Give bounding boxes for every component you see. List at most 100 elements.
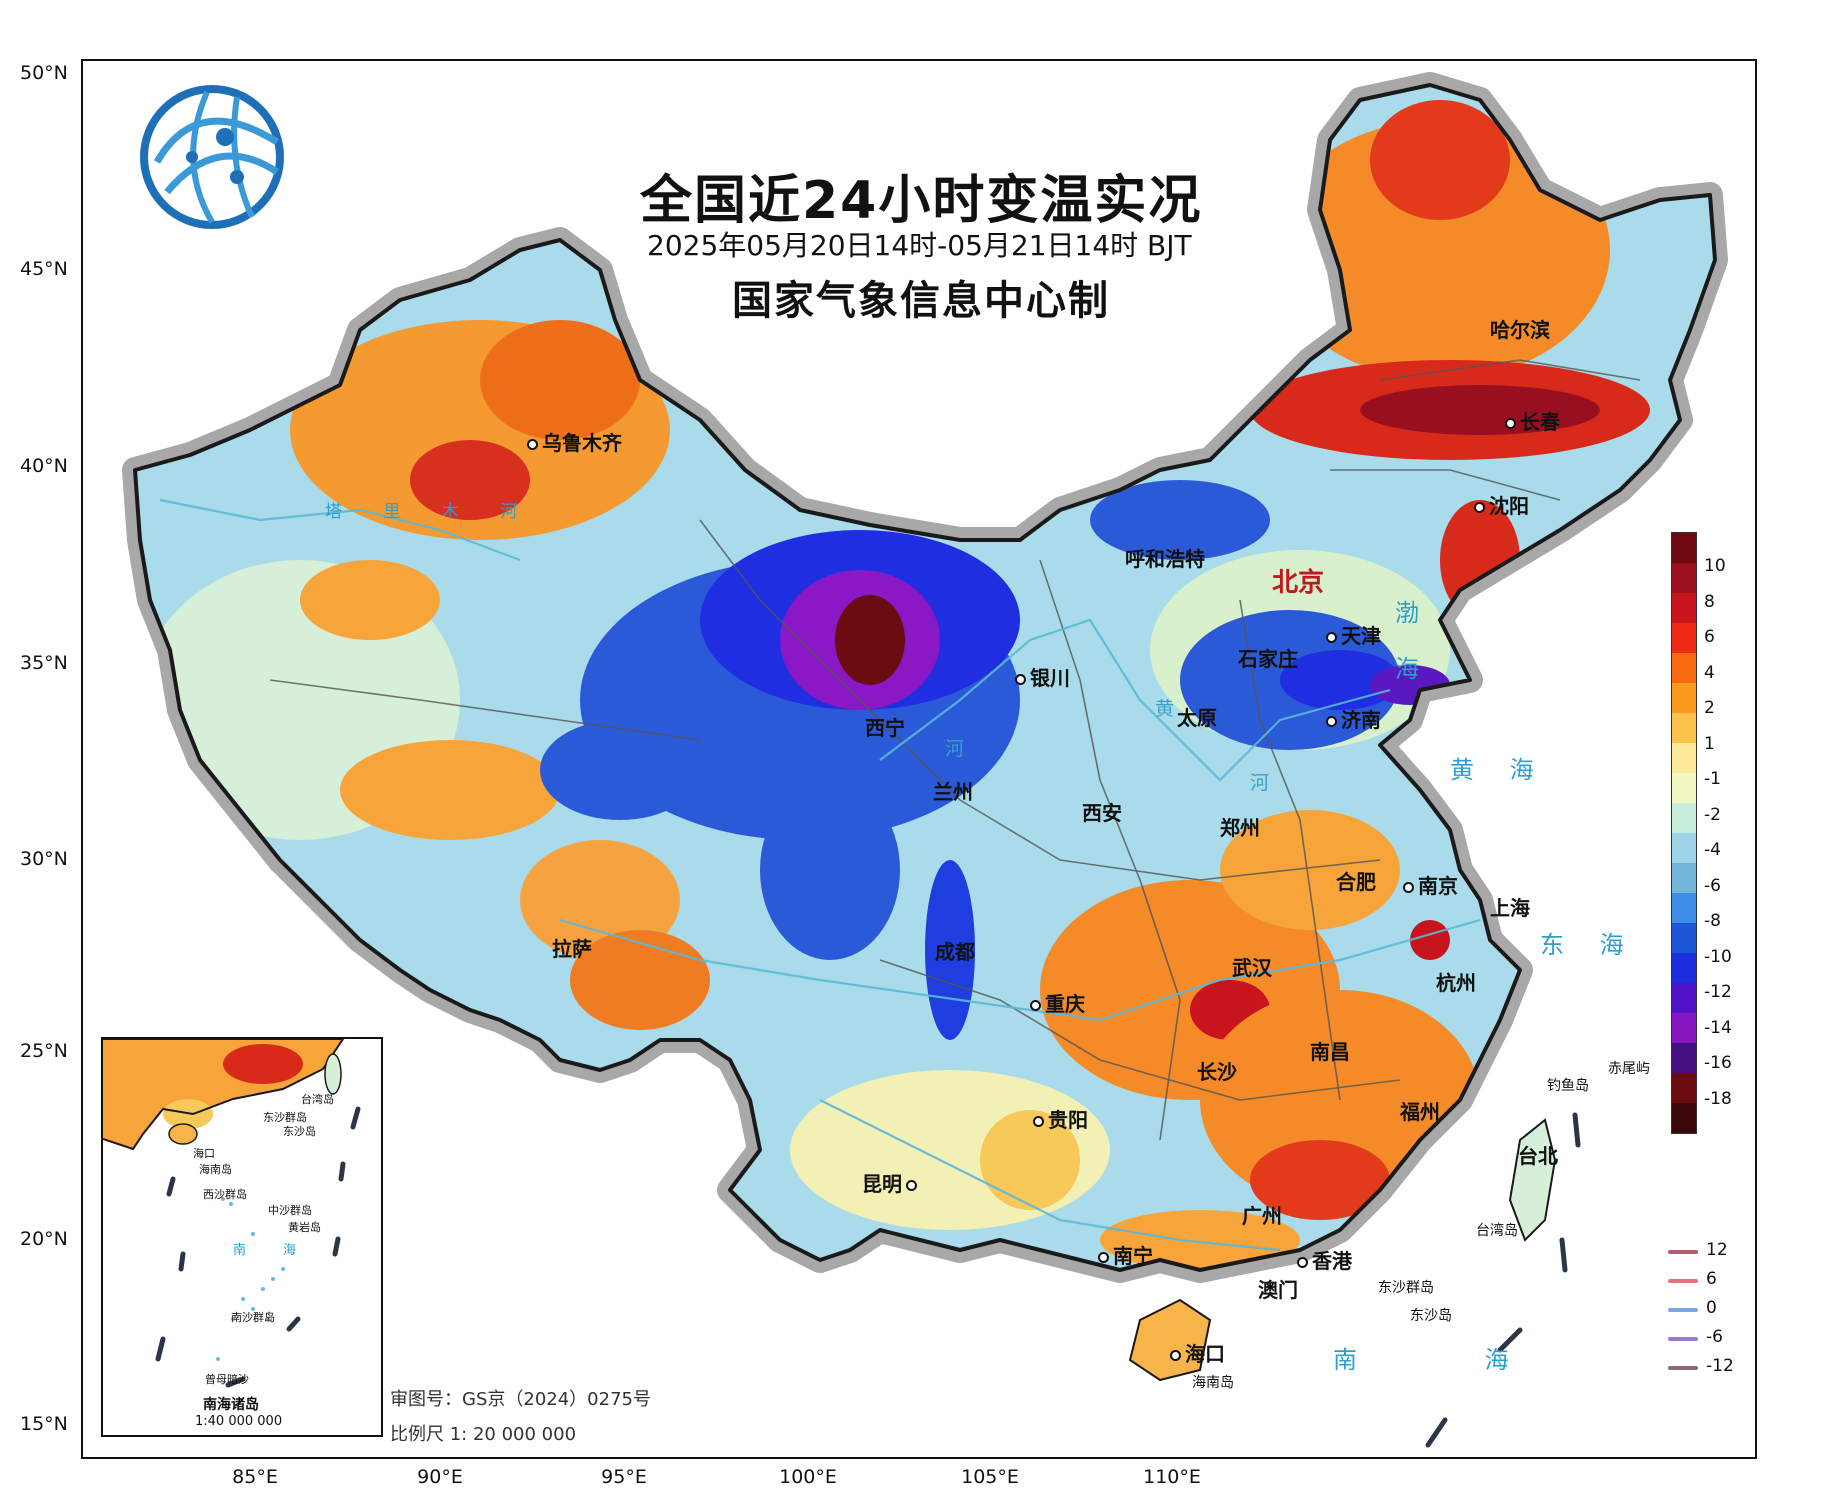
city-label: 海口 (1170, 1338, 1225, 1367)
colorbar-tick-label: -8 (1704, 911, 1721, 931)
inset-scale: 1:40 000 000 (195, 1414, 283, 1429)
city-dot-icon (1015, 674, 1026, 685)
city-label: 成都 (935, 936, 975, 965)
city-label: 福州 (1400, 1096, 1440, 1125)
island-label: 东沙群岛 (1378, 1280, 1434, 1296)
colorbar-tick-label: -4 (1704, 840, 1721, 860)
sea-label: 南 海 (1333, 1346, 1569, 1374)
city-label: 郑州 (1220, 812, 1260, 841)
lat-label: 15°N (20, 1413, 68, 1435)
lat-label: 35°N (20, 652, 68, 674)
colorbar (1671, 532, 1697, 1134)
city-name: 贵阳 (1048, 1108, 1088, 1132)
colorbar-tick-label: -2 (1704, 804, 1721, 825)
city-name: 北京 (1272, 568, 1325, 598)
lon-label: 110°E (1143, 1466, 1201, 1488)
city-label: 沈阳 (1474, 490, 1529, 519)
colorbar-swatch (1672, 983, 1696, 1013)
colorbar-tick-label: 8 (1704, 591, 1715, 612)
river-label: 河 (1250, 772, 1284, 794)
city-label: 拉萨 (552, 933, 592, 962)
city-label: 杭州 (1436, 967, 1476, 996)
map-subtitle: 2025年05月20日14时-05月21日14时 BJT (647, 229, 1192, 262)
city-name: 香港 (1312, 1249, 1352, 1273)
city-name: 天津 (1341, 624, 1381, 648)
lon-label: 100°E (779, 1466, 837, 1488)
colorbar-tick-label: 1 (1704, 733, 1715, 754)
inset-label: 东沙群岛 (263, 1111, 307, 1124)
city-dot-icon (1030, 1000, 1041, 1011)
city-label: 重庆 (1030, 988, 1085, 1017)
city-label: 银川 (1015, 662, 1070, 691)
lon-label: 90°E (417, 1466, 463, 1488)
city-label: 哈尔滨 (1490, 314, 1550, 343)
city-label: 武汉 (1232, 952, 1272, 981)
city-name: 武汉 (1232, 956, 1272, 980)
colorbar-tick-label: 2 (1704, 698, 1715, 718)
scale-label: 比例尺 1: 20 000 000 (390, 1424, 577, 1445)
city-name: 台北 (1518, 1144, 1558, 1168)
city-name: 福州 (1400, 1100, 1440, 1124)
capital-label: 北京 (1272, 562, 1324, 599)
colorbar-swatch (1672, 1073, 1696, 1103)
city-name: 哈尔滨 (1490, 318, 1550, 342)
inset-label: 南沙群岛 (231, 1311, 275, 1324)
city-name: 拉萨 (552, 937, 592, 961)
city-name: 上海 (1490, 896, 1530, 920)
city-name: 西宁 (865, 716, 905, 740)
colorbar-swatch (1672, 1043, 1696, 1073)
city-dot-icon (1326, 632, 1337, 643)
colorbar-tick-label: -18 (1704, 1088, 1732, 1109)
inset-label: 黄岩岛 (288, 1221, 321, 1234)
city-label: 乌鲁木齐 (527, 427, 622, 456)
inset-label: 东沙岛 (283, 1125, 316, 1138)
inset-label: 海南岛 (199, 1163, 232, 1176)
colorbar-swatch (1672, 863, 1696, 893)
city-dot-icon (1098, 1252, 1109, 1263)
colorbar-tick-label: -6 (1704, 875, 1721, 896)
city-name: 乌鲁木齐 (542, 431, 622, 455)
approval-number: 审图号：GS京（2024）0275号 (390, 1389, 651, 1410)
island-label: 钓鱼岛 (1547, 1078, 1589, 1094)
city-label: 西安 (1082, 797, 1122, 826)
contour-line-swatch (1668, 1279, 1698, 1283)
colorbar-swatch (1672, 773, 1696, 803)
lat-label: 50°N (20, 62, 68, 84)
city-label: 石家庄 (1238, 643, 1298, 672)
city-label: 兰州 (933, 776, 973, 805)
city-name: 呼和浩特 (1125, 547, 1205, 571)
lat-label: 30°N (20, 848, 68, 870)
city-label: 南宁 (1098, 1240, 1153, 1269)
city-label: 合肥 (1336, 866, 1376, 895)
city-label: 南京 (1403, 870, 1458, 899)
city-name: 南京 (1418, 874, 1458, 898)
city-dot-icon (1474, 502, 1485, 513)
city-label: 台北 (1518, 1140, 1558, 1169)
colorbar-tick-label: -12 (1704, 982, 1732, 1002)
contour-line-swatch (1668, 1337, 1698, 1341)
colorbar-swatch (1672, 743, 1696, 773)
sea-label: 东 海 (1540, 931, 1638, 959)
city-name: 长沙 (1197, 1060, 1237, 1084)
city-name: 南宁 (1113, 1244, 1153, 1268)
south-china-sea-inset: 台湾岛 东沙群岛 东沙岛 海口 海南岛 西沙群岛 中沙群岛 黄岩岛 南沙群岛 曾… (101, 1037, 383, 1437)
city-label: 呼和浩特 (1125, 543, 1205, 572)
inset-label: 西沙群岛 (203, 1188, 247, 1201)
colorbar-swatch (1672, 593, 1696, 623)
inset-title: 南海诸岛 (203, 1397, 259, 1413)
city-dot-icon (1326, 716, 1337, 727)
inset-sea-label: 海 (283, 1243, 317, 1258)
colorbar-swatch (1672, 803, 1696, 833)
colorbar-swatch (1672, 713, 1696, 743)
inset-label: 曾母暗沙 (205, 1373, 249, 1386)
city-name: 昆明 (862, 1172, 902, 1196)
city-dot-icon (1033, 1116, 1044, 1127)
contour-line-label: -12 (1706, 1356, 1734, 1376)
city-name: 沈阳 (1489, 494, 1529, 518)
city-name: 太原 (1177, 706, 1217, 730)
lat-label: 45°N (20, 258, 68, 280)
city-dot-icon (906, 1180, 917, 1191)
city-label: 太原 (1177, 702, 1217, 731)
colorbar-swatch (1672, 533, 1696, 563)
